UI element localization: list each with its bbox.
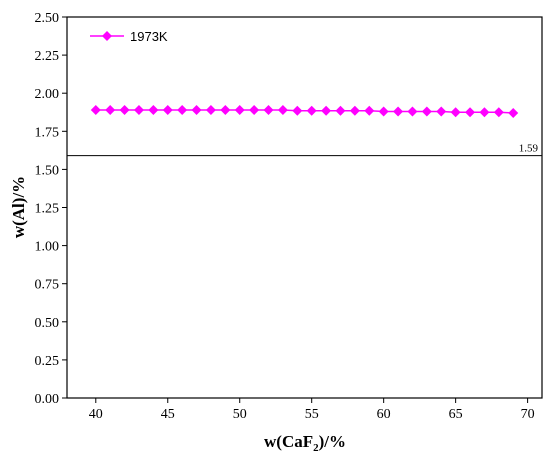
data-point: [465, 107, 476, 118]
y-tick-label: 2.25: [35, 49, 60, 64]
data-point: [292, 105, 303, 116]
series-group: [90, 104, 519, 119]
y-axis-ticks: 0.00 0.25 0.50 0.75 1.00 1.25 1.50 1.75 2.00 2.25…: [35, 11, 67, 407]
data-point: [249, 104, 260, 115]
data-point: [177, 104, 188, 115]
data-point: [162, 104, 173, 115]
x-axis-title-subscript: 2: [313, 442, 319, 454]
data-point: [436, 106, 447, 117]
data-point: [393, 106, 404, 117]
y-tick-label: 2.00: [35, 87, 60, 102]
x-tick-label: 60: [377, 407, 391, 422]
data-point: [205, 104, 216, 115]
y-tick-label: 1.25: [35, 202, 60, 217]
data-point: [263, 104, 274, 115]
x-tick-label: 50: [233, 407, 247, 422]
y-tick-label: 0.00: [35, 392, 60, 407]
data-point: [364, 105, 375, 116]
x-axis-title-suffix: )/%: [319, 432, 346, 451]
data-point: [277, 104, 288, 115]
y-axis-title: w(Al)/%: [9, 176, 28, 238]
data-point: [133, 104, 144, 115]
data-point: [335, 105, 346, 116]
data-point: [349, 105, 360, 116]
x-tick-label: 40: [89, 407, 103, 422]
data-point: [321, 105, 332, 116]
data-point: [421, 106, 432, 117]
data-point: [450, 107, 461, 118]
data-point: [220, 104, 231, 115]
data-point: [90, 104, 101, 115]
data-point: [407, 106, 418, 117]
x-axis-title: w(CaF2)/%: [264, 432, 346, 454]
y-tick-label: 0.25: [35, 354, 60, 369]
data-point: [119, 104, 130, 115]
legend-label: 1973K: [130, 29, 168, 44]
reference-line-group: 1.59: [67, 143, 542, 157]
x-tick-label: 65: [449, 407, 463, 422]
y-tick-label: 1.75: [35, 125, 60, 140]
data-point: [479, 107, 490, 118]
data-point: [105, 104, 116, 115]
y-tick-label: 1.50: [35, 163, 60, 178]
x-tick-label: 55: [305, 407, 319, 422]
y-tick-label: 0.50: [35, 316, 60, 331]
x-tick-label: 70: [521, 407, 535, 422]
legend-diamond-marker: [102, 31, 112, 41]
legend: 1973K: [90, 29, 168, 44]
data-point: [234, 104, 245, 115]
data-point: [191, 104, 202, 115]
plot-frame: [66, 16, 543, 399]
data-point: [508, 108, 519, 119]
series-line: [95, 109, 514, 114]
data-point: [148, 104, 159, 115]
y-tick-label: 2.50: [35, 11, 60, 26]
y-tick-label: 1.00: [35, 240, 60, 255]
x-axis-title-main: w(CaF: [264, 432, 313, 451]
x-axis-ticks: 40 45 50 55 60 65 70: [89, 398, 535, 422]
x-tick-label: 45: [161, 407, 175, 422]
y-tick-label: 0.75: [35, 278, 60, 293]
data-point: [378, 106, 389, 117]
data-point: [493, 107, 504, 118]
data-point: [306, 105, 317, 116]
reference-line-label: 1.59: [519, 143, 539, 155]
